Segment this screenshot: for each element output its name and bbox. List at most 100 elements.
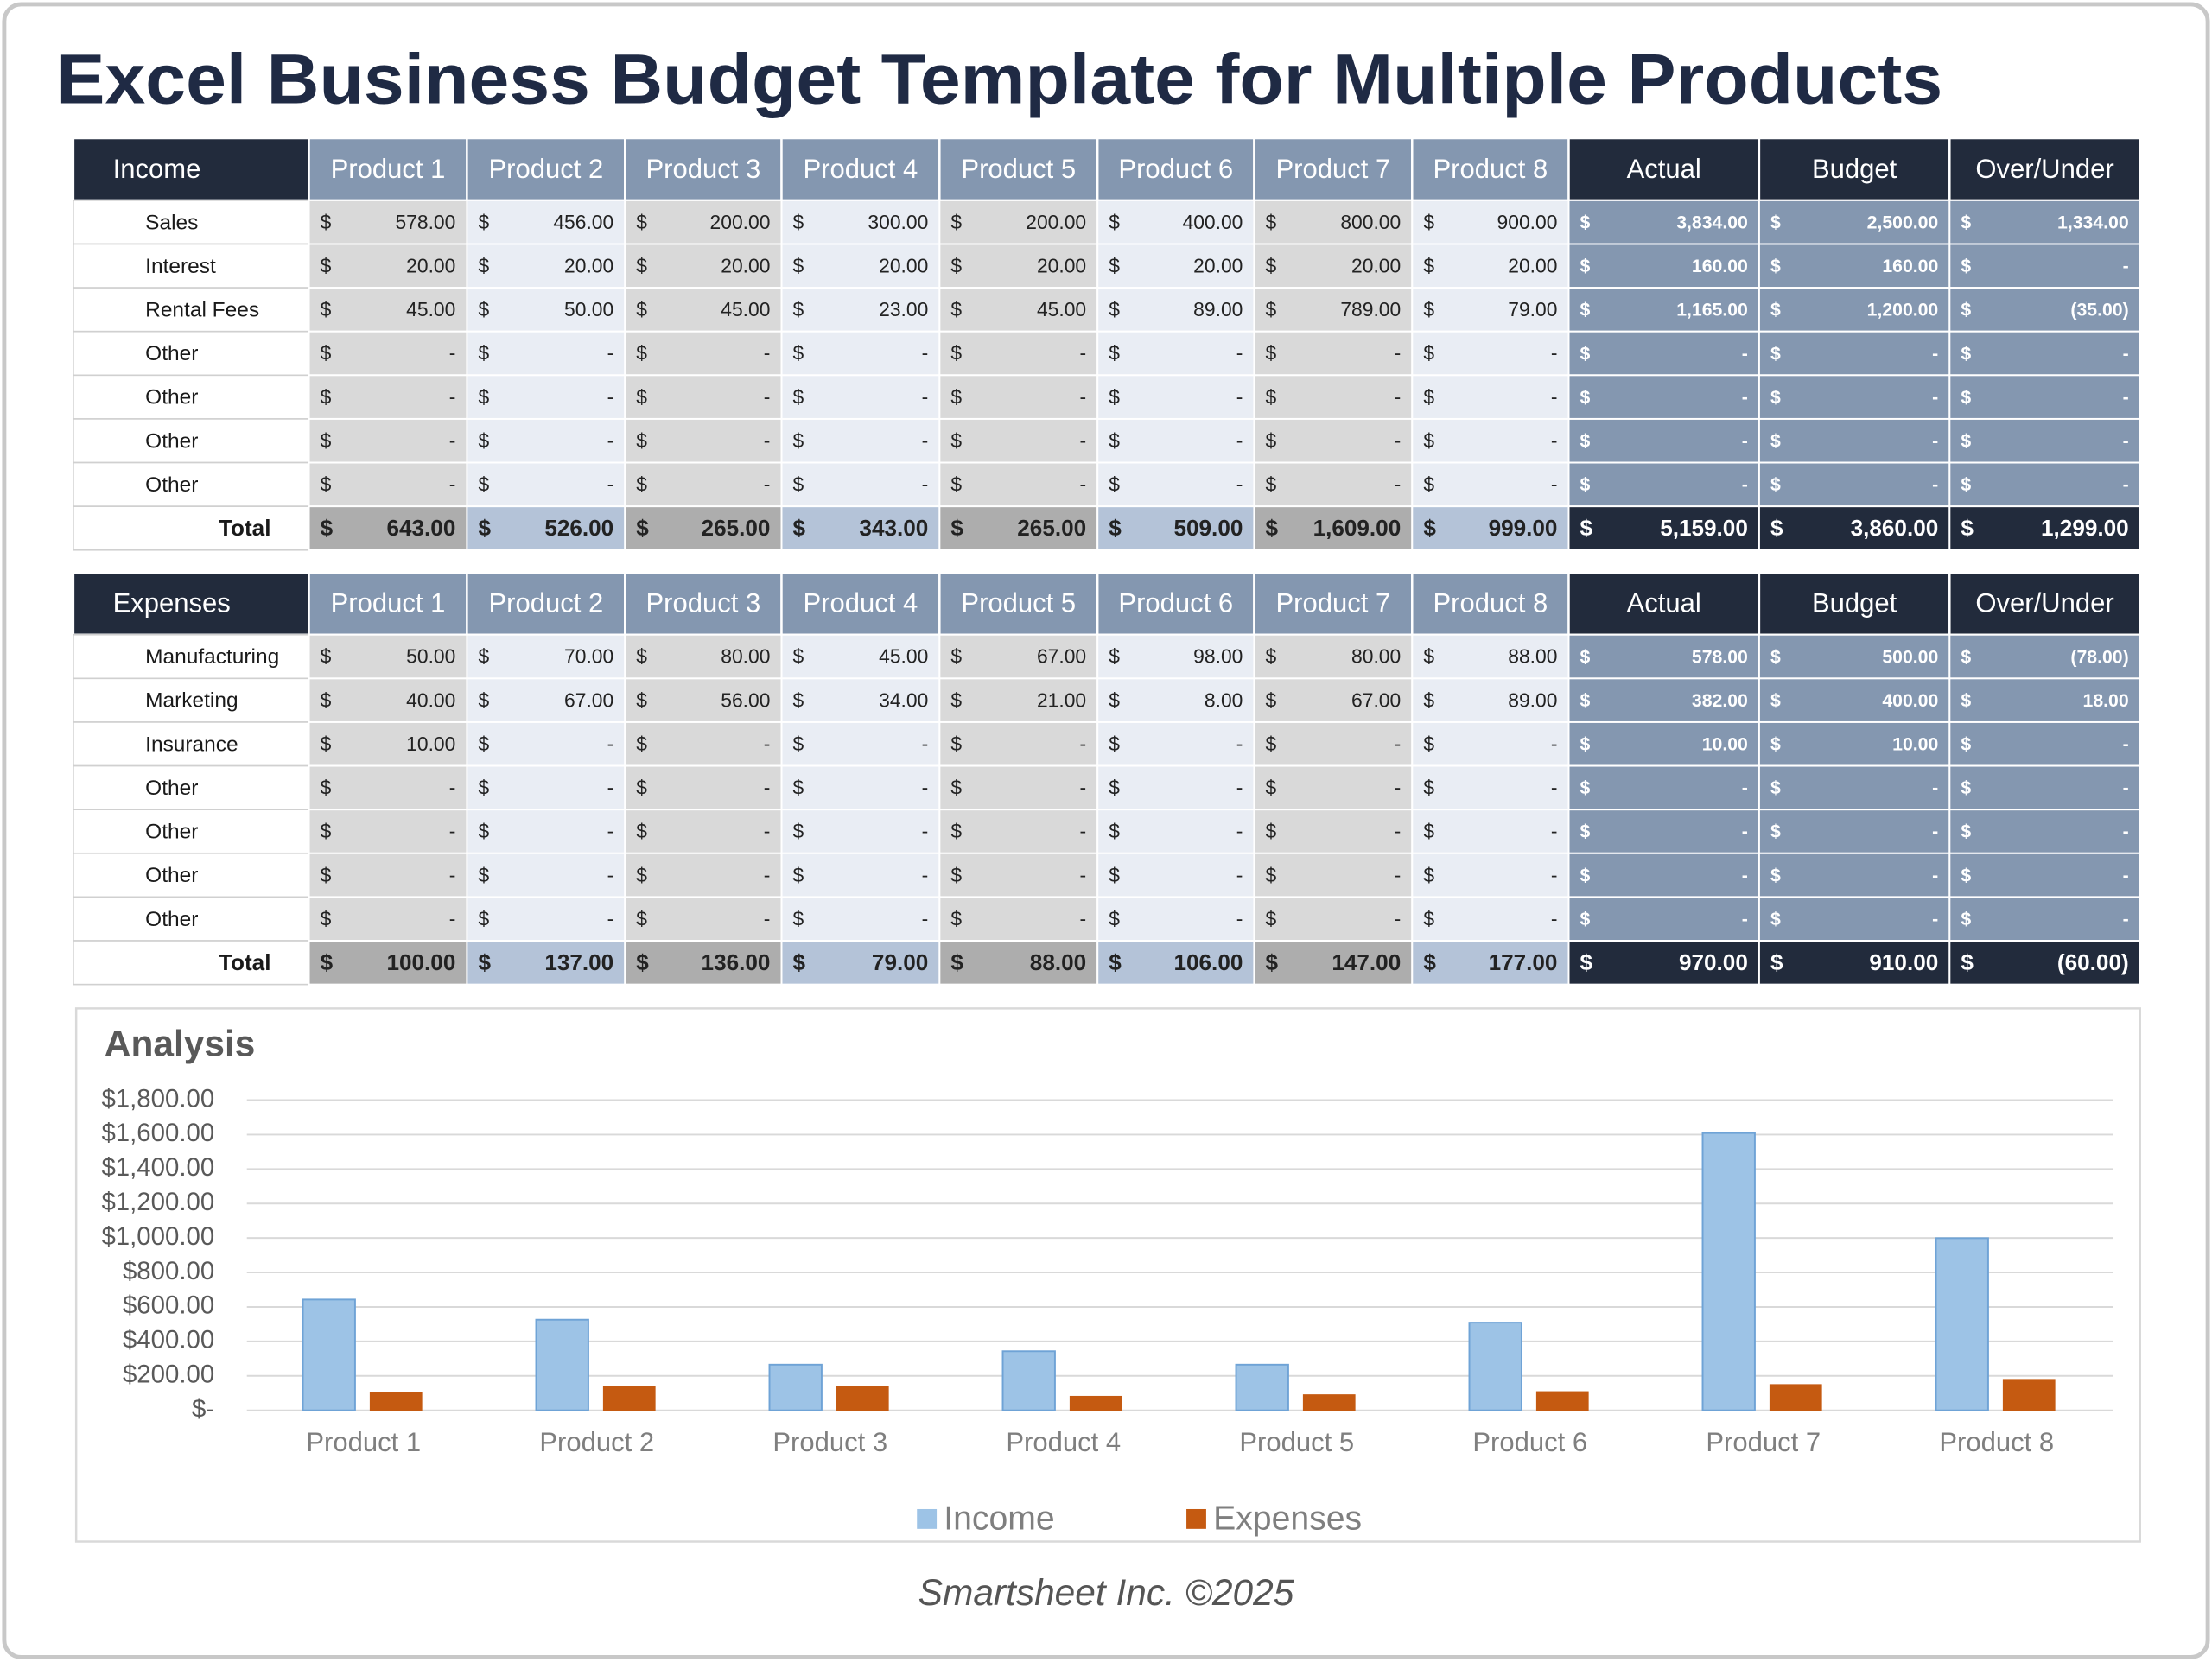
cell — [1758, 417, 1951, 464]
currency-symbol: $ — [1265, 949, 1278, 975]
cell — [624, 505, 783, 551]
currency-symbol: $ — [1961, 822, 1971, 842]
cell — [780, 809, 941, 854]
currency-symbol: $ — [321, 342, 332, 365]
currency-symbol: $ — [321, 385, 332, 408]
header-cell — [1948, 136, 2141, 202]
currency-symbol: $ — [1109, 298, 1120, 320]
y-tick-label: $1,000.00 — [101, 1222, 214, 1251]
y-tick-label: $- — [192, 1394, 214, 1423]
cell-value: - — [764, 342, 771, 365]
currency-symbol: $ — [321, 429, 332, 452]
currency-symbol: $ — [321, 907, 332, 929]
x-tick-label: Product 1 — [306, 1427, 421, 1457]
column-header: Over/Under — [1975, 154, 2113, 184]
currency-symbol: $ — [321, 645, 332, 668]
bar — [2002, 1379, 2056, 1411]
currency-symbol: $ — [1770, 301, 1781, 320]
cell-value: 400.00 — [1882, 691, 1938, 711]
row-label-cell — [73, 721, 310, 767]
currency-symbol: $ — [1423, 211, 1434, 233]
cell — [308, 461, 468, 508]
currency-symbol: $ — [1109, 777, 1120, 799]
cell-value: - — [607, 820, 614, 842]
cell-value: - — [2123, 866, 2129, 885]
cell — [1253, 940, 1414, 986]
bar — [1935, 1237, 1989, 1411]
currency-symbol: $ — [793, 864, 804, 886]
cell-value: - — [607, 429, 614, 452]
legend-swatch — [917, 1508, 938, 1529]
cell — [1758, 461, 1951, 508]
cell-value: - — [1236, 473, 1243, 496]
cell — [938, 243, 1099, 289]
cell — [308, 243, 468, 289]
cell-value: 88.00 — [1030, 949, 1086, 975]
cell — [1411, 417, 1570, 464]
cell-value: - — [1395, 429, 1402, 452]
cell-value: - — [1395, 342, 1402, 365]
cell — [624, 287, 783, 333]
currency-symbol: $ — [950, 298, 962, 320]
cell-value: 45.00 — [1037, 298, 1086, 320]
currency-symbol: $ — [1961, 475, 1971, 495]
cell-value: 200.00 — [1026, 211, 1086, 233]
cell-value: - — [1932, 388, 1938, 408]
currency-symbol: $ — [793, 342, 804, 365]
cell — [1948, 764, 2141, 811]
cell-value: 20.00 — [1037, 254, 1086, 276]
cell-value: - — [2123, 822, 2129, 842]
cell — [1567, 720, 1760, 767]
column-header: Product 3 — [645, 154, 760, 184]
cell-value: 88.00 — [1508, 645, 1557, 668]
row-label: Insurance — [145, 733, 238, 756]
column-header: Product 5 — [961, 588, 1076, 618]
cell-value: 79.00 — [1508, 298, 1557, 320]
cell-value: - — [1395, 733, 1402, 755]
currency-symbol: $ — [793, 645, 804, 668]
currency-symbol: $ — [321, 777, 332, 799]
column-header: Expenses — [113, 588, 231, 618]
cell-value: - — [2123, 257, 2129, 276]
currency-symbol: $ — [1423, 820, 1434, 842]
cell-value: - — [1551, 820, 1558, 842]
cell — [1096, 677, 1255, 723]
cell — [1948, 896, 2141, 942]
x-tick-label: Product 2 — [539, 1427, 654, 1457]
row-label: Total — [219, 515, 270, 541]
currency-symbol: $ — [1580, 431, 1591, 451]
cell-value: - — [764, 820, 771, 842]
cell — [780, 461, 941, 508]
cell-value: - — [1932, 344, 1938, 364]
currency-symbol: $ — [321, 515, 334, 541]
currency-symbol: $ — [1770, 822, 1781, 842]
cell-value: 70.00 — [564, 645, 613, 668]
legend-label: Expenses — [1213, 1500, 1362, 1537]
bar — [768, 1363, 823, 1411]
cell — [1567, 940, 1760, 986]
header-cell — [466, 571, 626, 636]
cell-value: - — [1395, 907, 1402, 929]
cell — [466, 417, 626, 464]
cell — [624, 720, 783, 767]
currency-symbol: $ — [793, 429, 804, 452]
cell-value: - — [922, 342, 929, 365]
currency-symbol: $ — [478, 254, 489, 276]
currency-symbol: $ — [1265, 864, 1276, 886]
cell — [466, 461, 626, 508]
currency-symbol: $ — [1961, 735, 1971, 755]
cell-value: - — [607, 777, 614, 799]
cell — [308, 199, 468, 245]
cell — [1948, 287, 2141, 333]
cell — [938, 287, 1099, 333]
cell-value: 643.00 — [386, 515, 455, 541]
cell — [624, 461, 783, 508]
row-label: Other — [145, 777, 198, 800]
cell-value: - — [607, 342, 614, 365]
row-label-cell — [73, 505, 310, 551]
cell — [1567, 764, 1760, 811]
cell-value: 200.00 — [710, 211, 771, 233]
cell-value: 1,609.00 — [1313, 515, 1402, 541]
cell — [1411, 374, 1570, 420]
